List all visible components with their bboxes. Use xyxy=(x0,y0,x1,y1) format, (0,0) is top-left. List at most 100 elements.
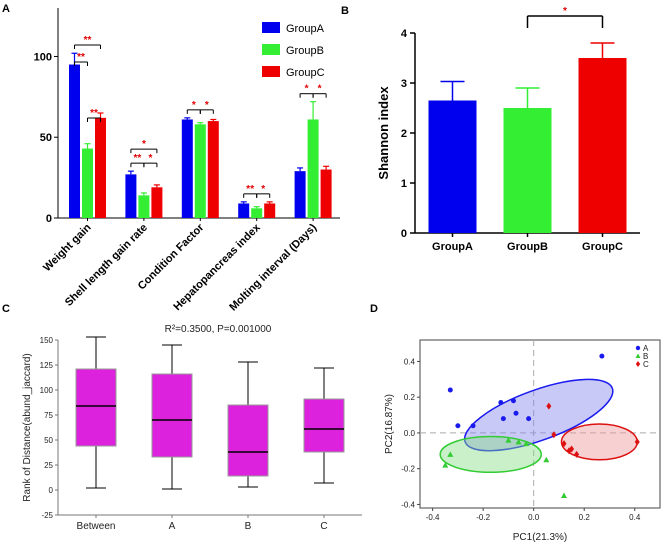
sig-label-a: * xyxy=(192,100,196,111)
sig-label-a: ** xyxy=(246,184,254,195)
point-c-d xyxy=(561,440,567,448)
bar-b xyxy=(578,58,627,233)
bar-b xyxy=(428,100,477,233)
bar-a xyxy=(294,171,306,218)
y-axis-title-d: PC2(16.87%) xyxy=(384,394,395,454)
y-axis-title-c: Rank of Distance(abund_jaccard) xyxy=(22,353,33,501)
bar-a xyxy=(181,119,193,218)
x-tick-label-d: 0.0 xyxy=(528,513,540,522)
panel-letter-a: A xyxy=(2,3,10,15)
point-a-d xyxy=(455,423,461,429)
bar-b xyxy=(503,108,552,233)
legend-swatch-a xyxy=(262,22,280,33)
plot-frame-d xyxy=(419,339,661,509)
y-tick-label-c: 75 xyxy=(44,411,53,420)
y-tick-label-d: 0.2 xyxy=(404,393,416,402)
sig-label-a: ** xyxy=(134,153,142,164)
box-c xyxy=(151,373,193,458)
bar-a xyxy=(264,203,276,218)
legend-label-a: GroupB xyxy=(286,45,324,57)
point-b-d xyxy=(561,492,567,498)
sig-label-a: ** xyxy=(90,108,98,119)
y-tick-label-b: 4 xyxy=(401,28,408,40)
panel-d: -0.4 -0.2 0.0 0.2 0.4 -0.4 -0.2 0.0 0.2 0.4 PC1(21… xyxy=(384,339,661,543)
bar-a xyxy=(95,117,106,218)
box-c xyxy=(227,404,269,477)
y-tick-label-d: 0.4 xyxy=(404,357,416,366)
y-tick-label-c: -25 xyxy=(41,511,53,520)
bar-a xyxy=(82,148,93,218)
x-axis-title-d: PC1(21.3%) xyxy=(513,532,567,543)
point-a-d xyxy=(599,353,605,359)
y-axis-title-b: Shannon index xyxy=(376,86,391,180)
point-b-d xyxy=(447,451,454,457)
y-tick-label-b: 1 xyxy=(401,178,407,190)
point-a-d xyxy=(513,410,519,416)
bar-a xyxy=(69,64,80,219)
panel-letter-d: D xyxy=(370,303,378,315)
sig-label-a: ** xyxy=(84,35,92,46)
point-a-d xyxy=(470,423,476,429)
point-b-d xyxy=(543,456,550,463)
point-c-d xyxy=(546,402,552,410)
x-tick-label-d: 0.2 xyxy=(579,513,591,522)
y-tick-label-c: 25 xyxy=(44,461,53,470)
point-a-d xyxy=(526,416,532,422)
x-tick-label-a: Weight gain xyxy=(41,221,94,274)
panel-letter-c: C xyxy=(2,303,10,315)
y-tick-label-d: -0.4 xyxy=(401,500,415,509)
legend-label-a: GroupC xyxy=(286,67,325,79)
ellipse-b-d xyxy=(439,435,543,474)
sig-label-a: * xyxy=(205,100,209,111)
y-tick-label-b: 0 xyxy=(401,228,407,240)
y-tick-label-c: 150 xyxy=(40,336,54,345)
point-b-d xyxy=(442,462,449,468)
x-tick-label-c: A xyxy=(169,521,176,532)
chart-title-c: R²=0.3500, P=0.001000 xyxy=(165,324,272,335)
box-c xyxy=(303,398,345,453)
legend-swatch-a xyxy=(262,44,280,55)
point-a-d xyxy=(498,400,504,406)
sig-label-a: * xyxy=(261,184,265,195)
bar-a xyxy=(251,208,263,218)
y-tick-label-a: 50 xyxy=(40,132,52,144)
panel-b: 0 1 2 3 4 Shannon index GroupA GroupB GroupC * xyxy=(376,6,640,253)
point-c-d xyxy=(569,445,575,453)
x-tick-label-d: -0.4 xyxy=(426,513,440,522)
legend-swatch-a xyxy=(262,66,280,77)
ellipse-a-d xyxy=(463,378,614,452)
point-c-d xyxy=(574,450,580,458)
panel-c: R²=0.3500, P=0.001000 -25 0 25 50 75 100 125 150… xyxy=(22,324,362,532)
bar-a xyxy=(238,203,250,218)
point-c-d xyxy=(551,431,557,439)
point-b-d xyxy=(505,437,512,443)
y-tick-label-a: 0 xyxy=(46,213,52,225)
bar-a xyxy=(320,169,332,218)
legend-label-d: C xyxy=(643,360,649,369)
y-tick-label-d: 0.0 xyxy=(404,429,416,438)
sig-label-a: * xyxy=(148,153,152,164)
point-b-d xyxy=(515,438,522,445)
y-tick-label-a: 100 xyxy=(34,51,52,63)
x-tick-label-d: 0.4 xyxy=(629,513,641,522)
point-a-d xyxy=(500,416,506,422)
point-c-d xyxy=(634,438,640,446)
sig-label-b: * xyxy=(563,6,567,17)
legend-label-d: B xyxy=(643,352,648,361)
legend-marker-d xyxy=(635,353,641,358)
x-tick-label-b: GroupC xyxy=(582,241,623,253)
box-c xyxy=(75,368,117,447)
legend-marker-d xyxy=(635,345,641,351)
y-tick-label-d: -0.2 xyxy=(401,465,415,474)
point-a-d xyxy=(510,398,516,404)
bar-a xyxy=(194,124,206,218)
panel-letter-b: B xyxy=(341,5,349,17)
bar-a xyxy=(151,187,163,218)
legend-marker-d xyxy=(635,361,641,367)
y-tick-label-c: 125 xyxy=(40,361,54,370)
bar-a xyxy=(138,195,150,218)
sig-label-a: ** xyxy=(77,52,85,63)
x-tick-label-c: B xyxy=(245,521,252,532)
x-tick-label-c: C xyxy=(320,521,327,532)
